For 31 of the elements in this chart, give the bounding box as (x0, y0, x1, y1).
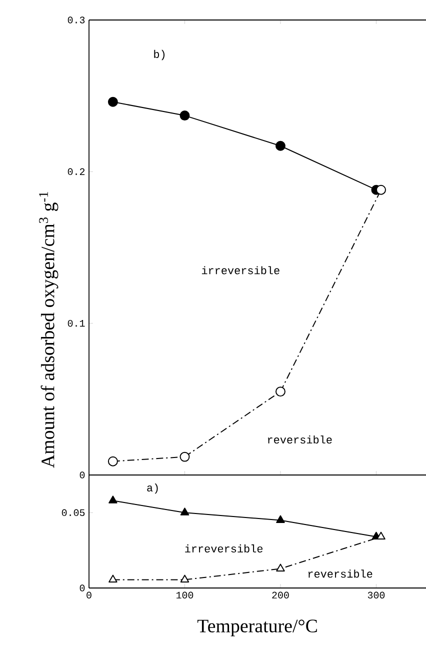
annotation: irreversible (185, 544, 263, 552)
x-tick-label: 0 (86, 592, 92, 599)
y-tick-label: 0.1 (68, 320, 85, 327)
y-tick-label: 0.3 (68, 16, 85, 24)
x-tick-label: 300 (368, 592, 385, 599)
x-tick-label: 200 (272, 592, 289, 599)
point (275, 386, 286, 397)
point (275, 140, 286, 151)
point (108, 96, 118, 107)
point (276, 564, 285, 572)
y-tick-label: 0.2 (68, 168, 85, 176)
point (180, 110, 190, 121)
annotation: reversible (308, 570, 372, 578)
point (276, 515, 285, 523)
point (376, 184, 386, 195)
point (180, 574, 190, 582)
x-tick-label: 100 (176, 592, 194, 599)
y-tick-label: 0 (80, 472, 85, 478)
annotation: irreversible (202, 266, 280, 274)
point (108, 456, 118, 466)
annotation: a) (147, 483, 158, 494)
point (108, 574, 118, 582)
point (180, 452, 190, 462)
point (108, 496, 118, 504)
y-tick-label: 0.05 (62, 509, 85, 516)
y-axis-title: Amount of adsorbed oxygen/cm$^{3}$ g$^{-1}$ (39, 192, 58, 468)
annotation: reversible (268, 435, 332, 444)
point (180, 508, 190, 516)
x-axis-title: Temperature/°C (197, 620, 317, 636)
y-tick-label: 0 (80, 584, 85, 592)
annotation: b) (154, 50, 165, 60)
